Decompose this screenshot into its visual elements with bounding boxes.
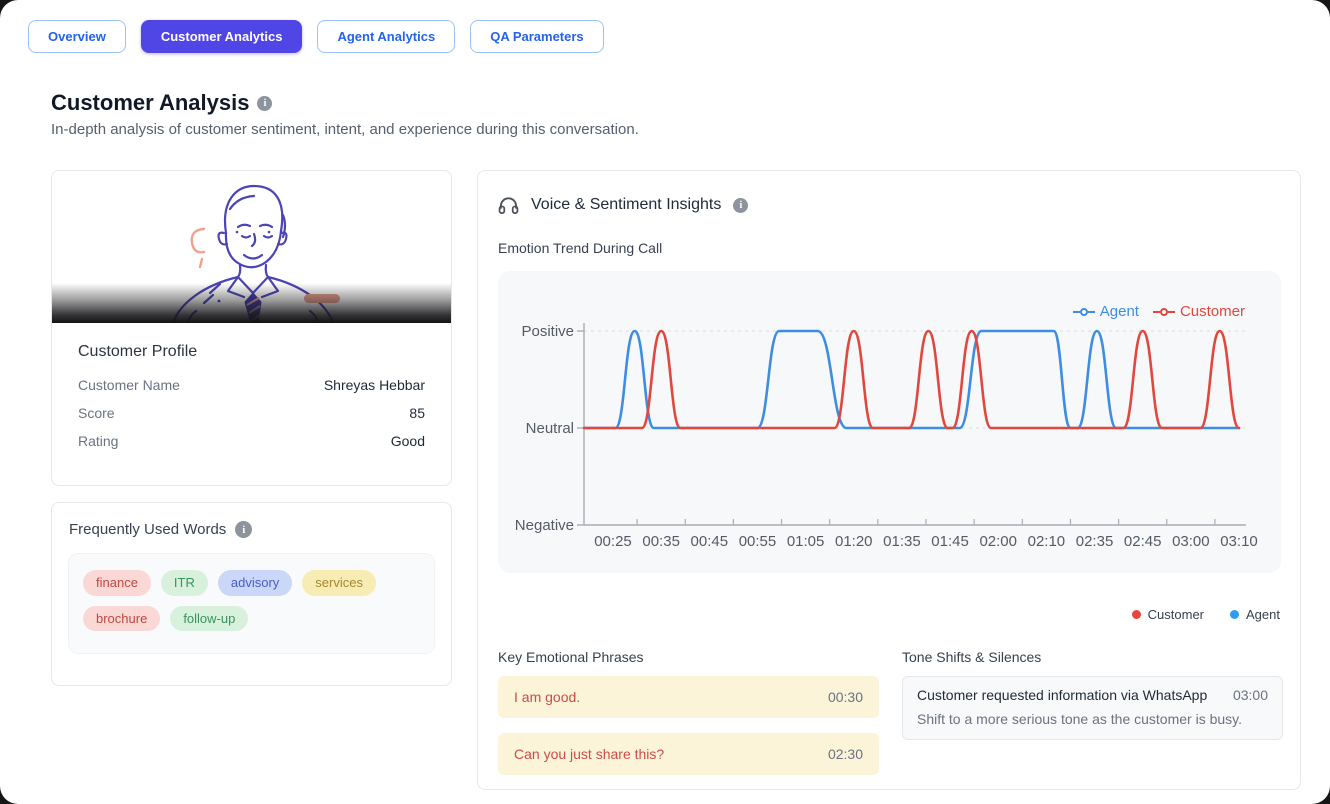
svg-text:Negative: Negative [515,517,574,534]
phrase-text: Can you just share this? [514,746,665,762]
tab-qa-parameters[interactable]: QA Parameters [470,20,604,53]
word-tag-follow-up[interactable]: follow-up [170,605,249,632]
word-tag-services[interactable]: services [302,570,376,596]
tab-overview[interactable]: Overview [28,20,126,53]
field-label: Score [78,405,115,421]
tone-note: Shift to a more serious tone as the cust… [917,711,1243,727]
series-line-agent [582,329,1241,430]
tone-timestamp: 03:00 [1232,687,1268,703]
svg-text:00:55: 00:55 [739,533,777,550]
bottom-legend-customer: Customer [1131,607,1204,622]
tone-shift-card[interactable]: Customer requested information via Whats… [902,676,1283,740]
svg-text:03:00: 03:00 [1172,533,1210,550]
page-title: Customer Analysis i [51,90,273,116]
legend-line-marker-icon [1152,307,1175,316]
legend-dot-icon [1131,610,1141,619]
legend-line-marker-icon [1072,307,1095,316]
svg-text:01:05: 01:05 [787,533,825,550]
svg-text:00:35: 00:35 [642,533,680,550]
phrases-header: Key Emotional Phrases [498,649,644,665]
svg-text:01:35: 01:35 [883,533,921,550]
field-label: Customer Name [78,377,180,393]
phrase-text: I am good. [514,689,581,705]
svg-text:02:35: 02:35 [1076,533,1114,550]
svg-text:02:00: 02:00 [979,533,1017,550]
field-value: Shreyas Hebbar [323,377,425,393]
svg-text:03:10: 03:10 [1220,533,1258,550]
chart-title: Emotion Trend During Call [498,240,663,256]
customer-avatar [52,171,451,325]
svg-text:Neutral: Neutral [526,420,574,437]
tab-agent-analytics[interactable]: Agent Analytics [317,20,456,53]
emotional-phrase-row[interactable]: Can you just share this? 02:30 [498,733,879,775]
word-tag-ITR[interactable]: ITR [160,570,208,596]
headphones-icon [498,197,519,214]
legend-item-agent[interactable]: Agent [1072,303,1139,320]
avatar-fade-overlay [52,283,451,323]
bottom-legend-agent: Agent [1230,607,1280,622]
page-subtitle: In-depth analysis of customer sentiment,… [51,121,639,138]
field-value: 85 [409,405,425,421]
field-value: Good [390,433,425,449]
svg-text:02:45: 02:45 [1124,533,1162,550]
word-tag-brochure[interactable]: brochure [83,605,161,632]
info-icon[interactable]: i [257,95,273,111]
chart-legend[interactable]: Agent Customer [1072,303,1245,320]
profile-field-customer-name: Customer Name Shreyas Hebbar [78,377,425,393]
svg-text:02:10: 02:10 [1028,533,1066,550]
voice-sentiment-panel: Voice & Sentiment Insights i Emotion Tre… [477,170,1301,790]
legend-dot-icon [1230,610,1240,619]
phrase-timestamp: 00:30 [827,689,863,705]
svg-text:01:45: 01:45 [931,533,969,550]
profile-field-rating: Rating Good [78,433,425,449]
svg-text:00:25: 00:25 [594,533,632,550]
page-title-text: Customer Analysis [51,90,250,115]
field-label: Rating [78,433,119,449]
word-tag-finance[interactable]: finance [83,570,151,596]
customer-profile-card: Customer Profile Customer Name Shreyas He… [51,170,452,486]
word-tags-container: finance ITR advisory services brochure follow… [68,553,435,654]
svg-text:Positive: Positive [521,323,574,340]
legend-item-customer[interactable]: Customer [1152,303,1245,320]
emotion-trend-chart[interactable]: Positive Neutral Negative 00:25 00:35 00:45 00… [498,271,1281,573]
tone-text: Customer requested information via Whats… [917,687,1208,703]
emotional-phrase-row[interactable]: I am good. 00:30 [498,676,879,718]
profile-field-score: Score 85 [78,405,425,421]
phrase-timestamp: 02:30 [827,746,863,762]
top-tabs: Overview Customer Analytics Agent Analytic… [28,20,604,53]
profile-card-title: Customer Profile [78,343,198,360]
word-tag-advisory[interactable]: advisory [217,570,293,596]
panel-title: Voice & Sentiment Insights [531,196,722,213]
frequent-words-card: Frequently Used Words i finance ITR adviso… [51,502,452,686]
bottom-legend: Customer Agent [1131,607,1280,622]
info-icon[interactable]: i [235,521,253,538]
svg-text:01:20: 01:20 [835,533,873,550]
frequent-words-title: Frequently Used Words [69,521,227,538]
tab-customer-analytics[interactable]: Customer Analytics [140,20,303,53]
info-icon[interactable]: i [733,197,749,213]
tones-header: Tone Shifts & Silences [902,649,1042,665]
svg-text:00:45: 00:45 [691,533,729,550]
series-line-customer [582,329,1241,430]
